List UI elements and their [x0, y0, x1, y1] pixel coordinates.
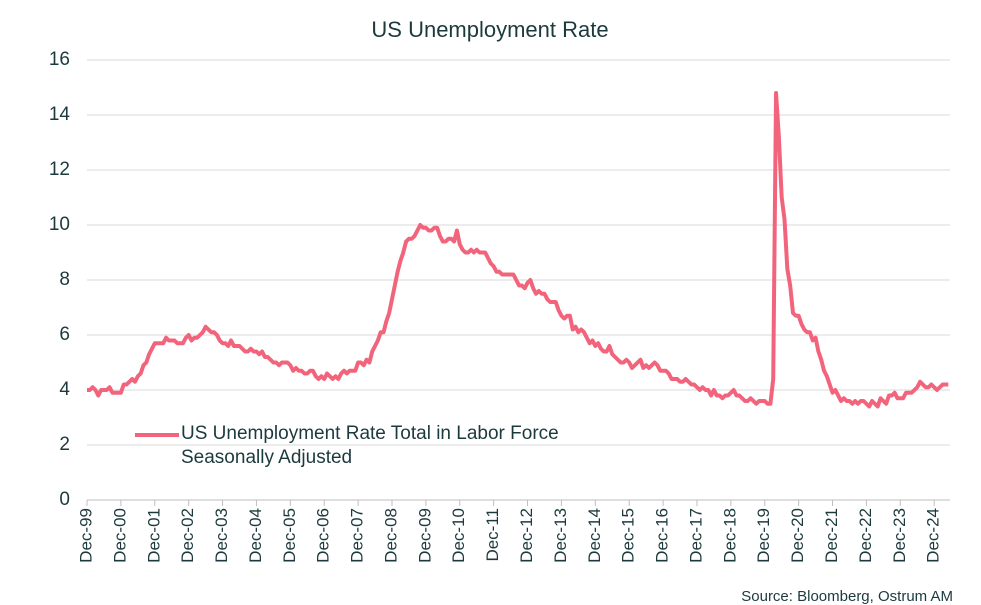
legend: US Unemployment Rate Total in Labor Forc…: [135, 422, 611, 470]
x-tick-label: Dec-15: [619, 508, 638, 563]
x-tick-label: Dec-00: [110, 508, 129, 563]
source-note: Source: Bloomberg, Ostrum AM: [741, 588, 953, 605]
x-tick-label: Dec-03: [212, 508, 231, 563]
x-tick-label: Dec-10: [449, 508, 468, 563]
x-tick-label: Dec-07: [348, 508, 367, 563]
x-tick-label: Dec-09: [415, 508, 434, 563]
x-tick-label: Dec-08: [381, 508, 400, 563]
series-line: [87, 91, 949, 409]
x-tick-label: Dec-12: [517, 508, 536, 563]
x-tick-label: Dec-11: [483, 508, 502, 562]
y-tick-label: 4: [59, 379, 70, 400]
x-tick-label: Dec-21: [822, 508, 841, 563]
x-tick-label: Dec-02: [178, 508, 197, 563]
x-tick-label: Dec-22: [856, 508, 875, 563]
x-tick-label: Dec-18: [720, 508, 739, 563]
x-tick-label: Dec-23: [890, 508, 909, 563]
x-tick-label: Dec-24: [924, 508, 943, 563]
x-tick-label: Dec-17: [686, 508, 705, 563]
x-tick-label: Dec-04: [246, 508, 265, 563]
legend-swatch: [135, 433, 179, 437]
chart-title: US Unemployment Rate: [371, 17, 608, 42]
x-tick-label: Dec-16: [653, 508, 672, 563]
x-tick-label: Dec-06: [314, 508, 333, 563]
y-tick-label: 16: [49, 49, 70, 70]
x-tick-label: Dec-19: [754, 508, 773, 563]
x-tick-label: Dec-13: [551, 508, 570, 563]
x-tick-label: Dec-99: [76, 508, 95, 563]
y-tick-label: 12: [49, 159, 70, 180]
x-tick-label: Dec-14: [585, 508, 604, 563]
y-tick-label: 0: [59, 489, 70, 510]
y-tick-label: 2: [59, 434, 70, 455]
legend-label: US Unemployment Rate Total in Labor Forc…: [181, 423, 559, 468]
y-tick-label: 10: [49, 214, 70, 235]
x-tick-label: Dec-05: [280, 508, 299, 563]
x-tick-label: Dec-20: [788, 508, 807, 563]
y-tick-label: 8: [59, 269, 70, 290]
y-tick-label: 14: [49, 104, 71, 125]
y-tick-label: 6: [59, 324, 70, 345]
x-tick-label: Dec-01: [144, 508, 163, 563]
